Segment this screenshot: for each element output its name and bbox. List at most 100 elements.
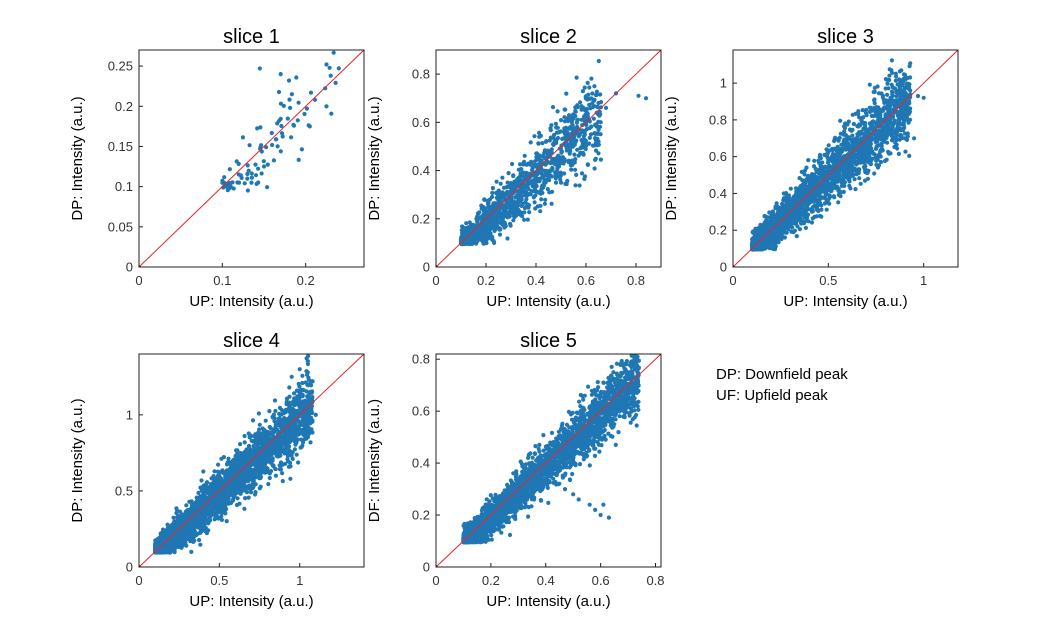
data-point	[820, 160, 825, 165]
data-point	[890, 101, 895, 106]
data-point	[517, 162, 523, 167]
data-point	[894, 74, 899, 79]
x-tick-label: 0.8	[627, 273, 645, 288]
data-point	[520, 214, 525, 219]
data-point	[531, 195, 536, 200]
data-point	[797, 227, 803, 232]
data-point	[500, 219, 505, 224]
data-point	[898, 115, 903, 120]
data-point	[539, 197, 544, 202]
data-point	[532, 177, 537, 182]
data-point	[872, 98, 877, 103]
data-point	[855, 161, 860, 166]
data-point	[753, 239, 758, 244]
data-point	[794, 234, 799, 239]
data-point	[273, 467, 278, 472]
data-point	[908, 75, 913, 80]
data-point	[534, 151, 539, 156]
data-point	[882, 98, 887, 103]
data-point	[835, 174, 840, 179]
data-point	[509, 187, 514, 192]
data-point	[591, 116, 596, 121]
identity-line	[733, 50, 958, 267]
data-point	[876, 91, 882, 96]
data-point	[890, 130, 895, 135]
data-point	[496, 196, 502, 201]
data-point	[522, 193, 527, 198]
data-point	[861, 152, 866, 157]
y-tick-label: 0.4	[709, 186, 727, 201]
data-point	[481, 205, 486, 210]
data-point	[271, 158, 276, 163]
data-point	[805, 185, 811, 191]
data-point	[814, 214, 820, 219]
data-point	[784, 191, 789, 196]
data-point	[240, 135, 245, 140]
data-point	[567, 133, 572, 138]
data-point	[517, 194, 523, 199]
data-point	[522, 210, 527, 215]
data-point	[839, 183, 845, 188]
data-point	[833, 135, 838, 140]
data-point	[585, 111, 590, 116]
data-point	[507, 214, 512, 219]
y-tick-label: 0.2	[412, 211, 430, 226]
data-point	[522, 184, 527, 189]
data-point	[490, 186, 495, 191]
data-point	[562, 129, 567, 135]
x-tick-label: 0.5	[210, 573, 228, 588]
data-point	[274, 137, 279, 142]
data-point	[857, 141, 862, 146]
plot-frame	[732, 49, 959, 268]
data-point	[506, 171, 511, 176]
data-point	[261, 164, 267, 169]
x-tick-label: 0.4	[527, 273, 545, 288]
data-point	[535, 179, 541, 184]
x-tick-label: 1	[296, 573, 303, 588]
data-point	[774, 219, 779, 224]
data-point	[867, 160, 872, 165]
data-point	[887, 151, 892, 156]
data-point	[534, 155, 539, 160]
x-tick-label: 0	[729, 273, 736, 288]
data-point	[538, 133, 544, 138]
data-point	[575, 105, 580, 110]
data-point	[872, 128, 878, 133]
data-point	[903, 149, 908, 154]
data-point	[886, 128, 892, 133]
data-point	[764, 226, 769, 231]
data-point	[568, 138, 573, 143]
chart-slice-4: slice 4UP: Intensity (a.u.)DP: Intensity…	[69, 330, 365, 610]
data-point	[802, 172, 807, 177]
data-point	[228, 181, 233, 186]
data-point	[298, 427, 303, 433]
data-point	[847, 135, 852, 140]
data-point	[750, 243, 755, 248]
data-point	[857, 115, 862, 120]
data-point	[517, 189, 522, 195]
data-point	[554, 130, 560, 135]
data-point	[258, 125, 263, 130]
data-point	[528, 161, 533, 166]
data-point	[255, 126, 260, 131]
data-point	[847, 157, 852, 162]
data-point	[536, 141, 541, 146]
data-point	[856, 152, 861, 158]
data-point	[598, 157, 604, 162]
data-point	[590, 101, 595, 106]
y-tick-label: 0.1	[115, 179, 133, 194]
data-point	[238, 442, 243, 447]
data-point	[479, 230, 484, 235]
data-point	[764, 241, 769, 246]
data-point	[901, 77, 906, 82]
data-point	[328, 73, 333, 78]
data-point	[573, 109, 578, 114]
data-point	[292, 447, 297, 452]
data-point	[851, 137, 856, 142]
data-point	[887, 73, 892, 78]
data-point	[583, 96, 589, 101]
data-point	[574, 120, 580, 125]
data-point	[838, 157, 843, 162]
data-point	[880, 93, 886, 98]
